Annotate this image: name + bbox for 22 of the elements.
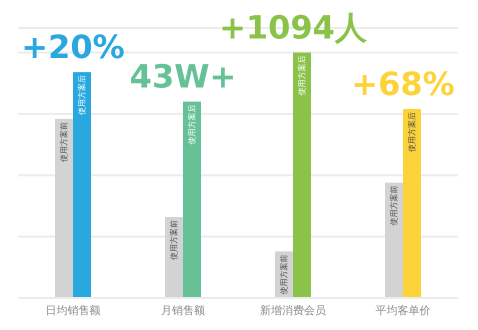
bar [293, 52, 311, 298]
annotation: +68% [351, 65, 455, 103]
text: 使用方案前 [280, 254, 288, 294]
x-tick-label: 平均客单价 [376, 304, 430, 317]
bar [385, 182, 403, 298]
text: 使用方案后 [298, 56, 306, 96]
x-tick-label: 新增消费会员 [260, 304, 326, 317]
x-tick-label: 月销售额 [161, 304, 205, 317]
annotation: 43W+ [130, 58, 236, 96]
text: 使用方案前 [170, 220, 178, 260]
series-label: 使用方案后 [78, 75, 86, 116]
bar [183, 102, 201, 298]
bar [403, 109, 421, 298]
annotation: +20% [21, 28, 125, 66]
series-label: 使用方案前 [60, 122, 68, 162]
annotation: +1094人 [219, 8, 368, 47]
bar [55, 118, 73, 298]
x-tick-label: 日均销售额 [46, 304, 100, 317]
bar [73, 72, 91, 298]
text: 使用方案后 [408, 112, 416, 152]
text: 使用方案前 [390, 186, 398, 226]
text: 使用方案后 [188, 104, 196, 145]
